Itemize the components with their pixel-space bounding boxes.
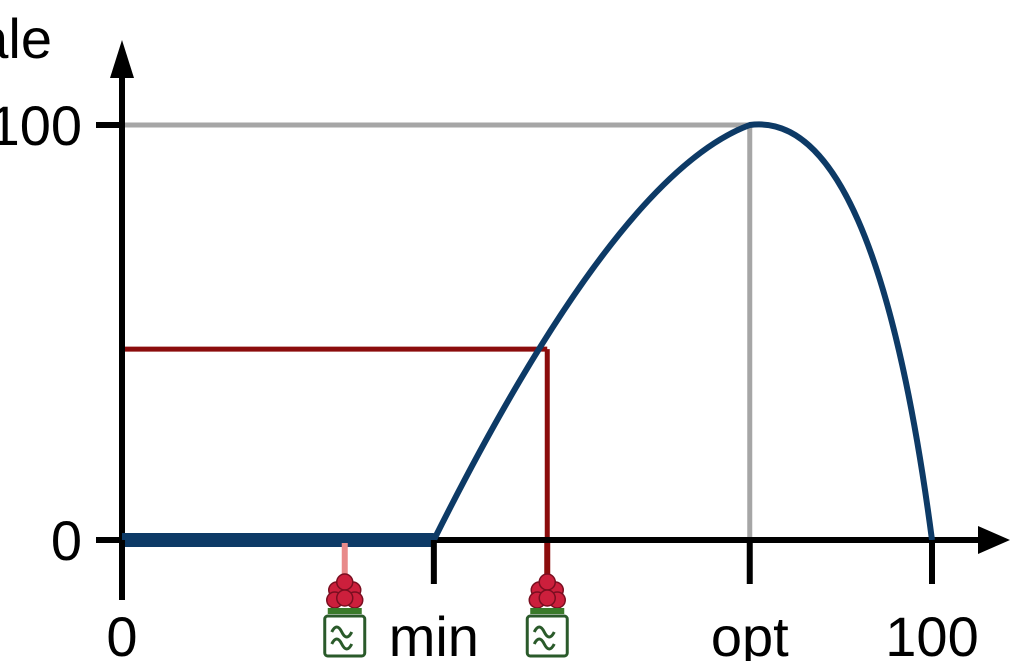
x-tick-label: min [389,605,479,661]
x-tick-label: 100 [885,605,978,661]
soil-plant-icon [525,573,569,658]
soil-plant-icon [323,573,367,658]
soil-line [330,637,354,651]
petal [336,573,354,591]
leaf-band [530,608,565,614]
series-layer [122,121,935,547]
markers [323,543,569,658]
guide-lines [122,122,753,540]
leaf-band [327,608,362,614]
y-tick-label: 100 [0,94,82,157]
x-tick-label: opt [711,605,789,661]
petal [538,573,556,591]
ticks: 0 min opt 100 0 100 [0,94,979,661]
y-tick-label: 0 [51,509,82,572]
petal [336,589,354,607]
soil-line [532,625,556,639]
y-axis-label: ale [0,7,52,70]
x-axis-arrow [978,526,1010,554]
soil-line [330,625,354,639]
x-tick-label: 0 [106,605,137,661]
response-curve [431,121,935,542]
soil-line [532,637,556,651]
y-axis-arrow [110,40,134,78]
petal [538,589,556,607]
